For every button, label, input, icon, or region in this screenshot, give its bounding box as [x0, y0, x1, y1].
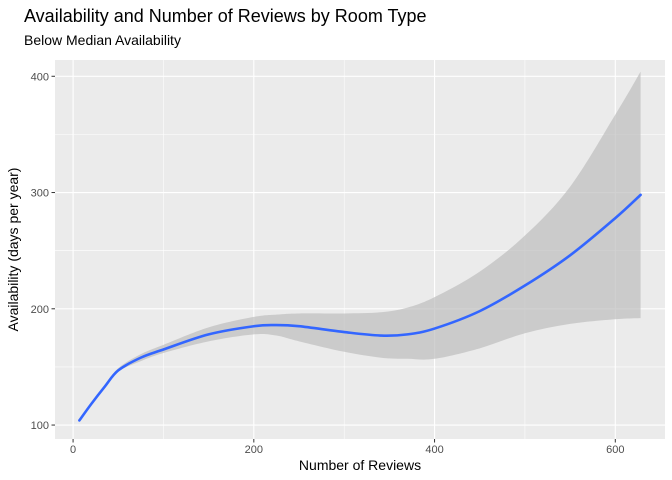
y-tick-label: 400: [31, 71, 49, 83]
y-tick-label: 300: [31, 188, 49, 200]
x-tick-label: 0: [70, 444, 76, 456]
chart-title: Availability and Number of Reviews by Ro…: [24, 6, 427, 26]
smooth-line-layer: [78, 193, 642, 422]
x-axis-title: Number of Reviews: [299, 457, 421, 473]
x-tick-label: 600: [606, 444, 624, 456]
y-axis-title: Availability (days per year): [5, 168, 21, 332]
x-axis: 0 200 400 600: [70, 439, 624, 456]
confidence-ribbon: [79, 71, 641, 421]
y-tick-label: 200: [31, 304, 49, 316]
y-axis: 100 200 300 400: [31, 71, 55, 432]
x-tick-label: 400: [425, 444, 443, 456]
chart-subtitle: Below Median Availability: [24, 32, 181, 48]
y-tick-label: 100: [31, 420, 49, 432]
x-tick-label: 200: [245, 444, 263, 456]
confidence-ribbon-layer: [79, 71, 641, 421]
smooth-line: [78, 193, 642, 422]
